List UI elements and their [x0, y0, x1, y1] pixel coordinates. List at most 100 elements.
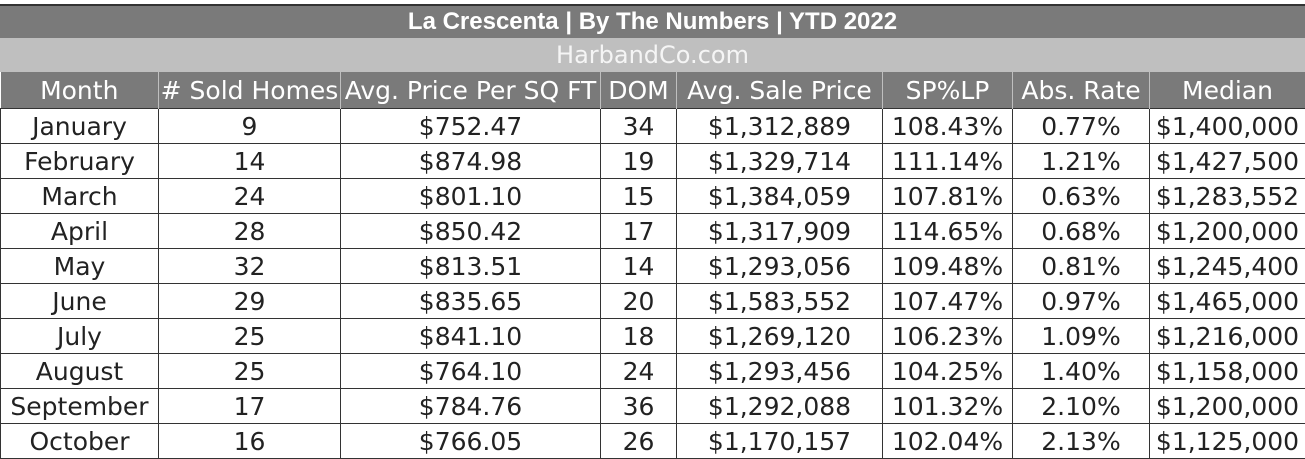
- cell-dom: 34: [601, 109, 677, 144]
- cell-ppsf: $764.10: [341, 354, 601, 389]
- cell-ppsf: $841.10: [341, 319, 601, 354]
- cell-sold: 9: [159, 109, 341, 144]
- cell-dom: 15: [601, 179, 677, 214]
- cell-avg-price: $1,269,120: [677, 319, 883, 354]
- header-abs-rate: Abs. Rate: [1013, 72, 1150, 109]
- header-dom: DOM: [601, 72, 677, 109]
- stats-table: Month # Sold Homes Avg. Price Per SQ FT …: [0, 72, 1305, 459]
- cell-month: October: [1, 424, 159, 459]
- cell-abs-rate: 2.13%: [1013, 424, 1150, 459]
- cell-avg-price: $1,317,909: [677, 214, 883, 249]
- header-sold-homes: # Sold Homes: [159, 72, 341, 109]
- cell-splp: 108.43%: [883, 109, 1013, 144]
- cell-splp: 102.04%: [883, 424, 1013, 459]
- cell-abs-rate: 1.21%: [1013, 144, 1150, 179]
- cell-sold: 25: [159, 354, 341, 389]
- cell-splp: 101.32%: [883, 389, 1013, 424]
- header-row: Month # Sold Homes Avg. Price Per SQ FT …: [1, 72, 1305, 109]
- header-avg-sale-price: Avg. Sale Price: [677, 72, 883, 109]
- cell-median: $1,465,000: [1150, 284, 1305, 319]
- header-median: Median: [1150, 72, 1305, 109]
- cell-sold: 17: [159, 389, 341, 424]
- cell-ppsf: $874.98: [341, 144, 601, 179]
- report-title: La Crescenta | By The Numbers | YTD 2022: [0, 4, 1305, 38]
- report-subtitle: HarbandCo.com: [0, 38, 1305, 72]
- cell-median: $1,158,000: [1150, 354, 1305, 389]
- cell-month: August: [1, 354, 159, 389]
- cell-splp: 104.25%: [883, 354, 1013, 389]
- cell-dom: 19: [601, 144, 677, 179]
- cell-median: $1,427,500: [1150, 144, 1305, 179]
- cell-splp: 107.81%: [883, 179, 1013, 214]
- cell-month: February: [1, 144, 159, 179]
- cell-avg-price: $1,293,056: [677, 249, 883, 284]
- cell-ppsf: $766.05: [341, 424, 601, 459]
- cell-avg-price: $1,329,714: [677, 144, 883, 179]
- cell-abs-rate: 0.68%: [1013, 214, 1150, 249]
- cell-abs-rate: 0.97%: [1013, 284, 1150, 319]
- cell-avg-price: $1,583,552: [677, 284, 883, 319]
- cell-avg-price: $1,170,157: [677, 424, 883, 459]
- cell-median: $1,216,000: [1150, 319, 1305, 354]
- cell-dom: 24: [601, 354, 677, 389]
- cell-splp: 107.47%: [883, 284, 1013, 319]
- cell-month: April: [1, 214, 159, 249]
- cell-median: $1,200,000: [1150, 389, 1305, 424]
- cell-ppsf: $835.65: [341, 284, 601, 319]
- cell-ppsf: $813.51: [341, 249, 601, 284]
- cell-month: June: [1, 284, 159, 319]
- cell-splp: 106.23%: [883, 319, 1013, 354]
- cell-dom: 26: [601, 424, 677, 459]
- cell-abs-rate: 1.09%: [1013, 319, 1150, 354]
- cell-month: July: [1, 319, 159, 354]
- cell-sold: 24: [159, 179, 341, 214]
- cell-month: May: [1, 249, 159, 284]
- cell-avg-price: $1,293,456: [677, 354, 883, 389]
- cell-splp: 114.65%: [883, 214, 1013, 249]
- cell-median: $1,200,000: [1150, 214, 1305, 249]
- cell-month: March: [1, 179, 159, 214]
- cell-avg-price: $1,292,088: [677, 389, 883, 424]
- cell-median: $1,400,000: [1150, 109, 1305, 144]
- cell-median: $1,283,552: [1150, 179, 1305, 214]
- cell-month: September: [1, 389, 159, 424]
- header-price-per-sqft: Avg. Price Per SQ FT: [341, 72, 601, 109]
- cell-dom: 14: [601, 249, 677, 284]
- header-sp-lp: SP%LP: [883, 72, 1013, 109]
- cell-avg-price: $1,312,889: [677, 109, 883, 144]
- cell-sold: 29: [159, 284, 341, 319]
- cell-abs-rate: 0.63%: [1013, 179, 1150, 214]
- cell-ppsf: $752.47: [341, 109, 601, 144]
- cell-median: $1,245,400: [1150, 249, 1305, 284]
- cell-sold: 25: [159, 319, 341, 354]
- cell-splp: 109.48%: [883, 249, 1013, 284]
- cell-sold: 32: [159, 249, 341, 284]
- cell-avg-price: $1,384,059: [677, 179, 883, 214]
- cell-abs-rate: 2.10%: [1013, 389, 1150, 424]
- cell-dom: 18: [601, 319, 677, 354]
- cell-ppsf: $801.10: [341, 179, 601, 214]
- cell-abs-rate: 0.81%: [1013, 249, 1150, 284]
- cell-abs-rate: 1.40%: [1013, 354, 1150, 389]
- cell-sold: 28: [159, 214, 341, 249]
- cell-ppsf: $784.76: [341, 389, 601, 424]
- cell-abs-rate: 0.77%: [1013, 109, 1150, 144]
- cell-sold: 16: [159, 424, 341, 459]
- cell-splp: 111.14%: [883, 144, 1013, 179]
- cell-month: January: [1, 109, 159, 144]
- cell-dom: 20: [601, 284, 677, 319]
- cell-ppsf: $850.42: [341, 214, 601, 249]
- cell-dom: 17: [601, 214, 677, 249]
- cell-sold: 14: [159, 144, 341, 179]
